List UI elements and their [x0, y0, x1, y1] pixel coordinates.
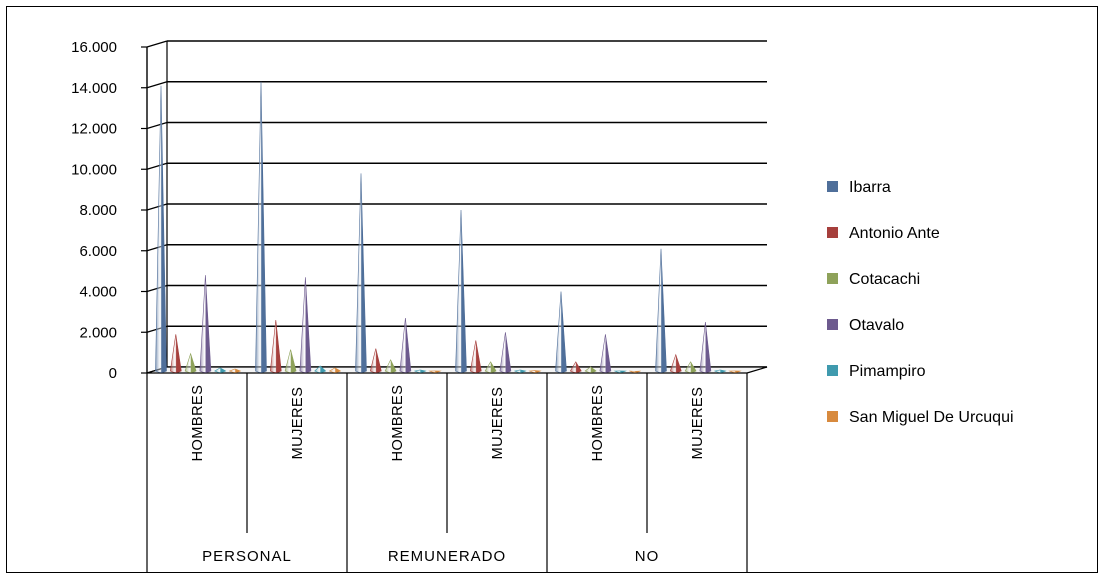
legend: Ibarra Antonio Ante Cotacachi Otavalo Pimamp…	[827, 179, 1014, 426]
cone-cotacachi	[484, 361, 497, 373]
cone-antonio-ante	[269, 319, 282, 373]
cone-pimampiro	[613, 370, 627, 373]
y-tick-label: 4.000	[79, 284, 117, 301]
cone-san-miguel-de-urcuqui	[728, 370, 742, 373]
gridlines: 0 2.000 4.000 6.000 8.000 10.000 12.000 14.000 1…	[71, 39, 767, 382]
legend-swatch	[827, 365, 838, 376]
cone-pimampiro	[713, 369, 727, 373]
cone-san-miguel-de-urcuqui	[629, 370, 641, 373]
cone-cotacachi	[284, 349, 297, 373]
category-label: MUJERES	[690, 387, 706, 460]
cone-cotacachi	[684, 361, 697, 373]
cone-pimampiro	[214, 367, 227, 373]
cone-antonio-ante	[469, 340, 482, 373]
gridline-depth	[146, 162, 168, 170]
cone-cotacachi	[384, 359, 397, 373]
gridline-depth	[146, 121, 168, 130]
cone-ibarra	[255, 81, 267, 373]
cone-cotacachi	[184, 352, 197, 373]
y-tick-label: 8.000	[79, 202, 117, 219]
gridline-depth	[146, 203, 168, 211]
cone-san-miguel-de-urcuqui	[528, 370, 542, 373]
cone-antonio-ante	[669, 353, 682, 373]
cone-otavalo	[399, 317, 412, 373]
cone-ibarra	[555, 291, 567, 373]
cone-san-miguel-de-urcuqui	[228, 368, 242, 373]
group-label: REMUNERADO	[388, 548, 506, 565]
cone-pimampiro	[413, 369, 427, 373]
cone-ibarra	[355, 173, 367, 373]
cone-cotacachi	[584, 366, 597, 373]
cone-otavalo	[199, 275, 212, 373]
category-label: HOMBRES	[590, 385, 606, 462]
cone-otavalo	[499, 332, 512, 373]
y-tick-label: 0	[109, 365, 117, 382]
cone-pimampiro	[513, 369, 527, 373]
cone-antonio-ante	[369, 348, 382, 373]
y-tick-label: 12.000	[71, 121, 117, 138]
cone-otavalo	[299, 277, 312, 373]
legend-swatch	[827, 181, 838, 192]
y-tick-label: 14.000	[71, 80, 117, 97]
cone-pimampiro	[314, 365, 327, 373]
cone-ibarra	[455, 209, 467, 373]
category-label: MUJERES	[290, 387, 306, 460]
legend-label: Cotacachi	[849, 271, 920, 288]
cone-otavalo	[699, 322, 712, 373]
cone-chart: 0 2.000 4.000 6.000 8.000 10.000 12.000 14.000 1…	[71, 39, 1014, 572]
group-label: PERSONAL	[202, 548, 292, 565]
group-label: NO	[635, 548, 660, 565]
cones	[155, 81, 742, 373]
axes	[141, 41, 768, 374]
chart-frame: 0 2.000 4.000 6.000 8.000 10.000 12.000 14.000 1…	[6, 6, 1098, 573]
category-axis-labels: HOMBRES MUJERES HOMBRES MUJERES HOMBRES MUJER…	[146, 373, 748, 572]
cone-antonio-ante	[569, 361, 582, 373]
y-tick-label: 6.000	[79, 243, 117, 260]
legend-label: Otavalo	[849, 317, 904, 334]
y-tick-label: 2.000	[79, 324, 117, 341]
category-label: HOMBRES	[390, 385, 406, 462]
category-label: HOMBRES	[190, 385, 206, 462]
cone-san-miguel-de-urcuqui	[428, 370, 442, 373]
legend-swatch	[827, 319, 838, 330]
y-tick-label: 16.000	[71, 39, 117, 56]
legend-swatch	[827, 273, 838, 284]
cone-ibarra	[655, 248, 667, 373]
y-tick-label: 10.000	[71, 161, 117, 178]
cone-ibarra	[155, 85, 167, 373]
cone-san-miguel-de-urcuqui	[328, 367, 342, 373]
legend-swatch	[827, 227, 838, 238]
legend-label: San Miguel De Urcuqui	[849, 409, 1014, 426]
legend-label: Pimampiro	[849, 363, 926, 380]
gridline-depth	[146, 81, 168, 89]
legend-label: Ibarra	[849, 179, 891, 196]
cone-otavalo	[599, 334, 612, 373]
legend-label: Antonio Ante	[849, 225, 940, 242]
legend-swatch	[827, 411, 838, 422]
gridline-depth	[146, 40, 168, 48]
category-label: MUJERES	[490, 387, 506, 460]
cone-antonio-ante	[169, 334, 182, 373]
